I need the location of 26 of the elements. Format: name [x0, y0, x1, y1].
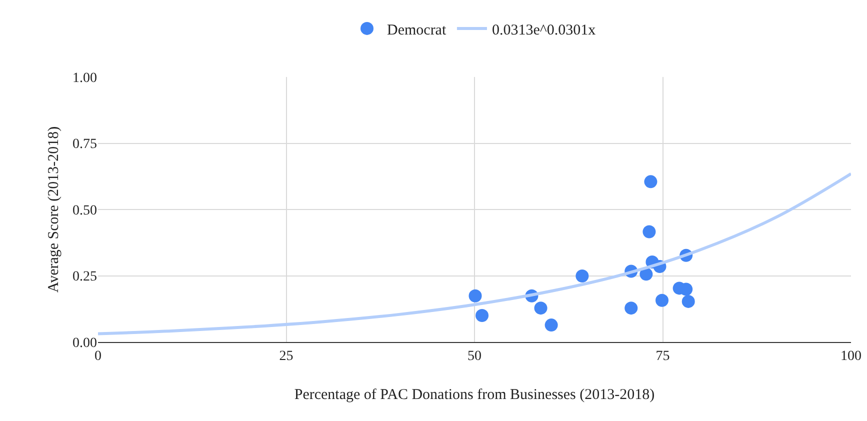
y-tick-label: 0.25	[72, 270, 97, 285]
point	[682, 294, 695, 308]
x-axis-title: Percentage of PAC Donations from Businesses (2013-2018)	[294, 386, 655, 403]
x-tick-label: 25	[279, 348, 294, 364]
x-tick-label: 50	[468, 348, 482, 364]
point	[468, 289, 482, 302]
point	[680, 282, 693, 296]
y-tick-label: 1.00	[72, 70, 97, 86]
x-tick-label: 100	[840, 348, 862, 364]
point	[476, 309, 489, 322]
point	[642, 225, 656, 238]
point	[644, 175, 658, 188]
legend-label: Democrat	[387, 22, 447, 38]
y-axis-title: Average Score (2013-2018)	[46, 126, 62, 293]
point	[544, 318, 558, 332]
point	[534, 302, 548, 315]
line-series	[98, 172, 851, 336]
y-tick-label: 0.75	[72, 137, 97, 152]
y-tick-label: 0.00	[72, 336, 97, 351]
y-tick-label: 0.50	[72, 203, 97, 218]
x-tick-label: 75	[656, 348, 670, 364]
legend-label: 0.0313e^0.0301x	[492, 22, 596, 38]
point	[656, 294, 668, 307]
x-tick-label: 0	[94, 348, 102, 364]
point	[576, 270, 589, 283]
point	[624, 302, 638, 315]
